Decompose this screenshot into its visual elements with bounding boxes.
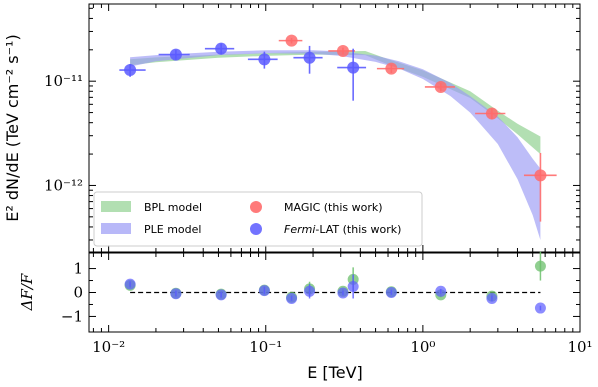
ple-residual-point-7 bbox=[347, 281, 359, 293]
legend-marker-fermi bbox=[250, 223, 262, 235]
residual-series bbox=[124, 251, 546, 314]
legend-label-ple: PLE model bbox=[144, 223, 201, 236]
legend-box bbox=[93, 191, 423, 247]
ple-residual-point-3 bbox=[258, 285, 270, 297]
ple-residual-point-2 bbox=[215, 289, 227, 301]
ple-residual-point-10 bbox=[486, 292, 498, 304]
legend-label-fermi: Fermi-LAT (this work) bbox=[284, 223, 401, 236]
legend-swatch-bpl bbox=[101, 201, 131, 212]
legend-label-bpl: BPL model bbox=[144, 201, 202, 214]
sed-ytick-label: 10⁻¹¹ bbox=[44, 72, 83, 90]
fermi-point-1 bbox=[169, 48, 182, 61]
ple-residual-point-6 bbox=[337, 287, 349, 299]
y-axis-label: E² dN/dE (TeV cm⁻² s⁻¹) bbox=[3, 34, 22, 221]
fermi-point-5 bbox=[347, 61, 360, 74]
magic-point-5 bbox=[534, 169, 547, 182]
x-tick-label: 10¹ bbox=[567, 338, 592, 356]
ple-residual-point-4 bbox=[286, 292, 298, 304]
data-series bbox=[119, 34, 557, 222]
magic-point-3 bbox=[434, 80, 447, 93]
residual-panel: −1 0 1 10⁻² 10⁻¹ 10⁰ 10¹ ΔF/F E [TeV] bbox=[18, 251, 593, 382]
magic-point-2 bbox=[385, 62, 398, 75]
x-tick-label: 10⁻¹ bbox=[249, 338, 282, 356]
ple-residual-point-1 bbox=[170, 288, 182, 300]
residual-ytick-label: 0 bbox=[73, 284, 83, 302]
legend: BPL model MAGIC (this work) PLE model Fe… bbox=[93, 191, 423, 247]
sed-panel: 10⁻¹² 10⁻¹¹ E² dN/dE (TeV cm⁻² s⁻¹) BPL m… bbox=[3, 3, 581, 253]
ple-residual-point-0 bbox=[124, 278, 136, 290]
ple-residual-point-8 bbox=[385, 287, 397, 298]
bpl-residual-point-11 bbox=[534, 260, 546, 272]
ple-residual-point-5 bbox=[304, 285, 316, 297]
fermi-point-4 bbox=[303, 51, 316, 64]
magic-point-1 bbox=[336, 44, 349, 57]
x-axis-label: E [TeV] bbox=[307, 363, 363, 382]
legend-marker-magic bbox=[250, 201, 262, 213]
legend-label-fermi-rest: -LAT (this work) bbox=[315, 223, 401, 236]
legend-label-magic: MAGIC (this work) bbox=[284, 201, 383, 214]
residual-y-axis-label: ΔF/F bbox=[18, 273, 36, 311]
residual-ytick-label: 1 bbox=[73, 260, 83, 278]
fermi-point-0 bbox=[124, 64, 137, 77]
fermi-point-3 bbox=[258, 53, 271, 66]
legend-swatch-ple bbox=[101, 223, 131, 234]
magic-point-0 bbox=[285, 34, 298, 47]
legend-label-fermi-italic: Fermi bbox=[284, 223, 315, 236]
sed-ytick-label: 10⁻¹² bbox=[44, 176, 83, 194]
ple-residual-point-9 bbox=[435, 285, 447, 297]
x-tick-label: 10⁻² bbox=[92, 338, 125, 356]
sed-panel-frame bbox=[88, 3, 581, 253]
ple-residual-point-11 bbox=[534, 302, 546, 314]
residual-ticks: −1 0 1 10⁻² 10⁻¹ 10⁰ 10¹ bbox=[61, 253, 593, 356]
sed-ticks: 10⁻¹² 10⁻¹¹ bbox=[44, 4, 581, 252]
residual-ytick-label: −1 bbox=[61, 307, 83, 325]
x-tick-label: 10⁰ bbox=[410, 338, 435, 356]
fermi-point-2 bbox=[215, 42, 228, 55]
magic-point-4 bbox=[485, 107, 498, 120]
